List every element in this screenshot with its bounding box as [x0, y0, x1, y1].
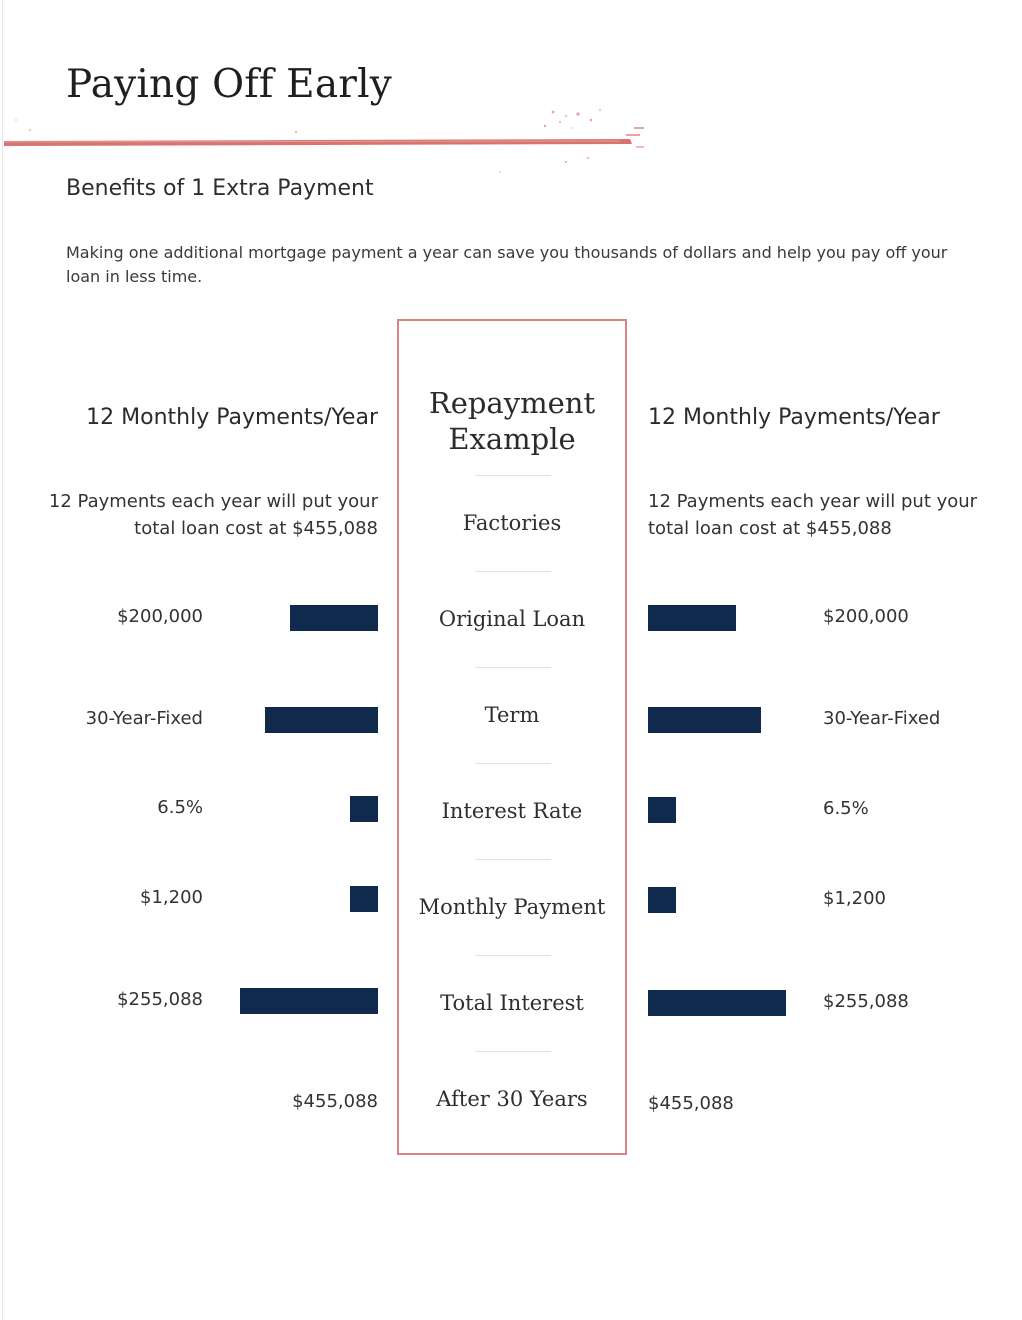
center-label-total-interest: Total Interest	[440, 991, 584, 1015]
left-value-original-loan: $200,000	[117, 606, 203, 627]
center-label-after-30-years: After 30 Years	[436, 1087, 588, 1111]
right-bar-original-loan	[648, 605, 736, 631]
right-value-term: 30-Year-Fixed	[823, 708, 941, 729]
center-divider	[475, 1051, 551, 1052]
right-total-after-30-years: $455,088	[648, 1093, 734, 1114]
repayment-example-box: Repayment Example Factories Original Loa…	[397, 319, 627, 1155]
center-divider	[475, 475, 551, 476]
left-bar-total-interest	[240, 988, 378, 1014]
left-value-term: 30-Year-Fixed	[85, 708, 203, 729]
center-label-monthly-payment: Monthly Payment	[418, 895, 606, 919]
center-heading: Repayment Example	[428, 386, 596, 456]
left-bar-interest-rate	[350, 796, 378, 822]
left-total-after-30-years: $455,088	[292, 1091, 378, 1112]
left-bar-original-loan	[290, 605, 378, 631]
page-edge-line	[2, 0, 3, 1320]
left-value-monthly-payment: $1,200	[140, 887, 203, 908]
center-label-interest-rate: Interest Rate	[441, 799, 583, 823]
center-divider	[475, 571, 551, 572]
right-bar-interest-rate	[648, 797, 676, 823]
center-divider	[475, 955, 551, 956]
right-bar-total-interest	[648, 990, 786, 1016]
center-divider	[475, 859, 551, 860]
right-bar-monthly-payment	[648, 887, 676, 913]
right-column-heading: 12 Monthly Payments/Year	[648, 405, 940, 430]
right-value-original-loan: $200,000	[823, 606, 909, 627]
right-column-description: 12 Payments each year will put your tota…	[648, 491, 978, 539]
center-label-term: Term	[484, 703, 540, 727]
left-column-heading: 12 Monthly Payments/Year	[86, 405, 378, 430]
center-label-factories: Factories	[462, 511, 562, 535]
center-label-original-loan: Original Loan	[438, 607, 586, 631]
intro-paragraph: Making one additional mortgage payment a…	[66, 243, 948, 286]
center-divider	[475, 763, 551, 764]
right-value-interest-rate: 6.5%	[823, 798, 869, 819]
left-bar-monthly-payment	[350, 886, 378, 912]
right-bar-term	[648, 707, 761, 733]
page-title: Paying Off Early	[66, 62, 393, 107]
left-bar-term	[265, 707, 378, 733]
brush-stroke-divider	[3, 109, 644, 173]
left-column-description: 12 Payments each year will put your tota…	[48, 491, 378, 539]
right-value-total-interest: $255,088	[823, 991, 909, 1012]
left-value-interest-rate: 6.5%	[157, 797, 203, 818]
right-value-monthly-payment: $1,200	[823, 888, 886, 909]
section-subtitle: Benefits of 1 Extra Payment	[66, 176, 374, 201]
left-value-total-interest: $255,088	[117, 989, 203, 1010]
center-divider	[475, 667, 551, 668]
